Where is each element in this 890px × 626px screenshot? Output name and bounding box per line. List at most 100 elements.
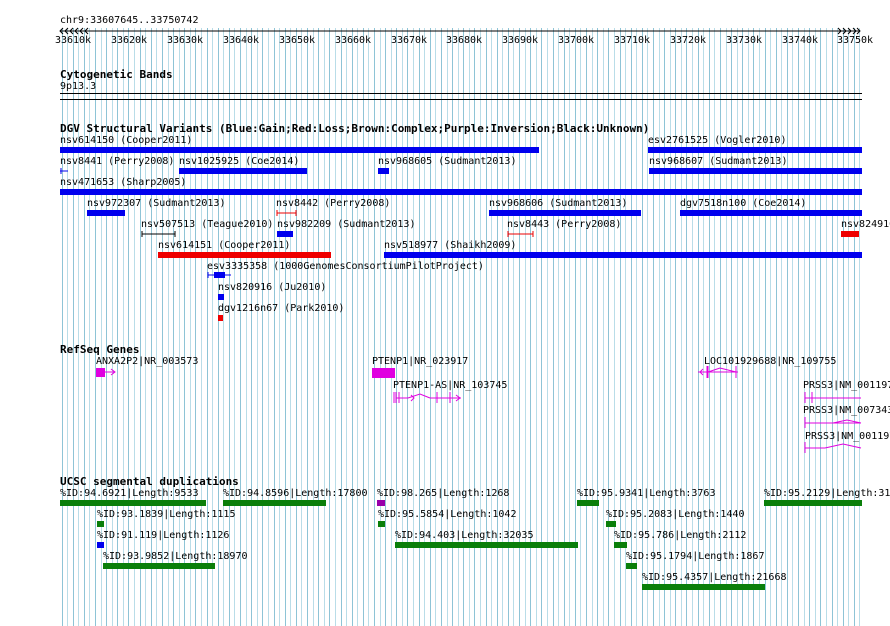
segdup-label: %ID:94.8596|Length:17800 xyxy=(223,488,368,499)
segdup-feature[interactable] xyxy=(642,584,765,590)
dgv-feature[interactable] xyxy=(648,147,862,153)
ruler-tick: 33660k xyxy=(334,35,372,46)
segdup-label: %ID:95.4357|Length:21668 xyxy=(642,572,787,583)
dgv-feature-label: nsv968607 (Sudmant2013) xyxy=(649,156,788,167)
dgv-feature[interactable] xyxy=(207,271,233,279)
dgv-feature[interactable] xyxy=(60,147,539,153)
dgv-feature-label: nsv614150 (Cooper2011) xyxy=(60,135,193,146)
ruler-tick: 33670k xyxy=(390,35,428,46)
segdup-label: %ID:95.2129|Length:31 xyxy=(764,488,890,499)
cytoband-line xyxy=(60,93,862,94)
segdup-feature[interactable] xyxy=(577,500,599,506)
dgv-feature-label: nsv507513 (Teague2010) xyxy=(141,219,274,230)
ruler-tick: 33630k xyxy=(166,35,204,46)
track-title-cytoband[interactable]: Cytogenetic Bands xyxy=(60,68,173,81)
dgv-feature[interactable] xyxy=(141,230,177,238)
ruler-tick: 33690k xyxy=(501,35,539,46)
segdup-feature[interactable] xyxy=(606,521,616,527)
dgv-feature-label: nsv8443 (Perry2008) xyxy=(507,219,622,230)
track-title-refseq[interactable]: RefSeq Genes xyxy=(60,343,140,356)
gene-label: PTENP1|NR_023917 xyxy=(372,356,469,367)
segdup-label: %ID:95.5854|Length:1042 xyxy=(378,509,517,520)
dgv-feature[interactable] xyxy=(507,230,535,238)
segdup-feature[interactable] xyxy=(378,521,385,527)
segdup-label: %ID:98.265|Length:1268 xyxy=(377,488,510,499)
dgv-feature-label: nsv824916 xyxy=(841,219,890,230)
dgv-feature[interactable] xyxy=(276,209,298,217)
dgv-feature[interactable] xyxy=(384,252,862,258)
track-title-dgv[interactable]: DGV Structural Variants (Blue:Gain;Red:L… xyxy=(60,122,650,135)
segdup-label: %ID:94.403|Length:32035 xyxy=(395,530,534,541)
ruler-tick: 33710k xyxy=(613,35,651,46)
segdup-feature[interactable] xyxy=(377,500,385,506)
track-title-segdup[interactable]: UCSC segmental duplications xyxy=(60,475,239,488)
dgv-feature[interactable] xyxy=(489,210,641,216)
dgv-feature[interactable] xyxy=(179,168,307,174)
dgv-feature[interactable] xyxy=(87,210,125,216)
dgv-feature[interactable] xyxy=(841,231,859,237)
dgv-feature-label: nsv820916 (Ju2010) xyxy=(218,282,327,293)
dgv-feature-label: esv3335358 (1000GenomesConsortiumPilotPr… xyxy=(207,261,484,272)
segdup-feature[interactable] xyxy=(764,500,862,506)
gene-model[interactable] xyxy=(803,391,863,405)
cytoband-label: 9p13.3 xyxy=(60,81,97,92)
segdup-feature[interactable] xyxy=(614,542,627,548)
dgv-feature-label: esv2761525 (Vogler2010) xyxy=(648,135,787,146)
dgv-feature[interactable] xyxy=(218,315,223,321)
dgv-feature[interactable] xyxy=(680,210,862,216)
ruler-tick: 33720k xyxy=(669,35,707,46)
ruler-tick: 33680k xyxy=(445,35,483,46)
dgv-feature-label: nsv968606 (Sudmant2013) xyxy=(489,198,628,209)
segdup-label: %ID:93.9852|Length:18970 xyxy=(103,551,248,562)
cytoband-line xyxy=(60,99,862,100)
ruler-tick: 33740k xyxy=(781,35,819,46)
segdup-label: %ID:95.2083|Length:1440 xyxy=(606,509,745,520)
segdup-feature[interactable] xyxy=(97,521,104,527)
gene-model[interactable] xyxy=(96,367,118,379)
gene-model[interactable] xyxy=(803,441,863,455)
ruler-tick: 33700k xyxy=(557,35,595,46)
dgv-feature[interactable] xyxy=(60,189,862,195)
location-label: chr9:33607645..33750742 xyxy=(60,15,199,26)
gene-label: ANXA2P2|NR_003573 xyxy=(96,356,199,367)
segdup-label: %ID:91.119|Length:1126 xyxy=(97,530,230,541)
gene-label: PTENP1-AS|NR_103745 xyxy=(393,380,508,391)
segdup-feature[interactable] xyxy=(60,500,206,506)
gene-label: PRSS3|NM_001197 xyxy=(805,431,890,442)
segdup-label: %ID:95.9341|Length:3763 xyxy=(577,488,716,499)
dgv-feature-label: nsv1025925 (Coe2014) xyxy=(179,156,300,167)
gene-model[interactable] xyxy=(698,365,740,379)
dgv-feature-label: nsv8441 (Perry2008) xyxy=(60,156,175,167)
gene-model[interactable] xyxy=(372,368,395,378)
gene-model[interactable] xyxy=(392,391,464,405)
dgv-feature-label: nsv518977 (Shaikh2009) xyxy=(384,240,517,251)
dgv-feature-label: nsv614151 (Cooper2011) xyxy=(158,240,291,251)
segdup-label: %ID:93.1839|Length:1115 xyxy=(97,509,236,520)
ruler-tick: 33620k xyxy=(110,35,148,46)
gene-model[interactable] xyxy=(803,416,863,430)
segdup-feature[interactable] xyxy=(103,563,215,569)
segdup-label: %ID:95.786|Length:2112 xyxy=(614,530,747,541)
segdup-feature[interactable] xyxy=(223,500,326,506)
segdup-feature[interactable] xyxy=(395,542,578,548)
segdup-label: %ID:94.6921|Length:9533 xyxy=(60,488,199,499)
ruler-tick: 33610k xyxy=(54,35,92,46)
dgv-feature[interactable] xyxy=(218,294,224,300)
dgv-feature[interactable] xyxy=(378,168,389,174)
dgv-feature[interactable] xyxy=(649,168,862,174)
dgv-feature-label: nsv982209 (Sudmant2013) xyxy=(277,219,416,230)
ruler-tick: 33640k xyxy=(222,35,260,46)
dgv-feature[interactable] xyxy=(60,167,70,175)
gene-label: PRSS3|NM_001197 xyxy=(803,380,890,391)
segdup-feature[interactable] xyxy=(626,563,637,569)
dgv-feature[interactable] xyxy=(158,252,331,258)
dgv-feature-label: dgv1216n67 (Park2010) xyxy=(218,303,345,314)
dgv-feature-label: nsv8442 (Perry2008) xyxy=(276,198,391,209)
segdup-feature[interactable] xyxy=(97,542,104,548)
dgv-feature[interactable] xyxy=(277,231,293,237)
dgv-feature-label: nsv471653 (Sharp2005) xyxy=(60,177,187,188)
segdup-label: %ID:95.1794|Length:1867 xyxy=(626,551,765,562)
ruler-tick: 33750k xyxy=(836,35,874,46)
dgv-feature-label: nsv972307 (Sudmant2013) xyxy=(87,198,226,209)
